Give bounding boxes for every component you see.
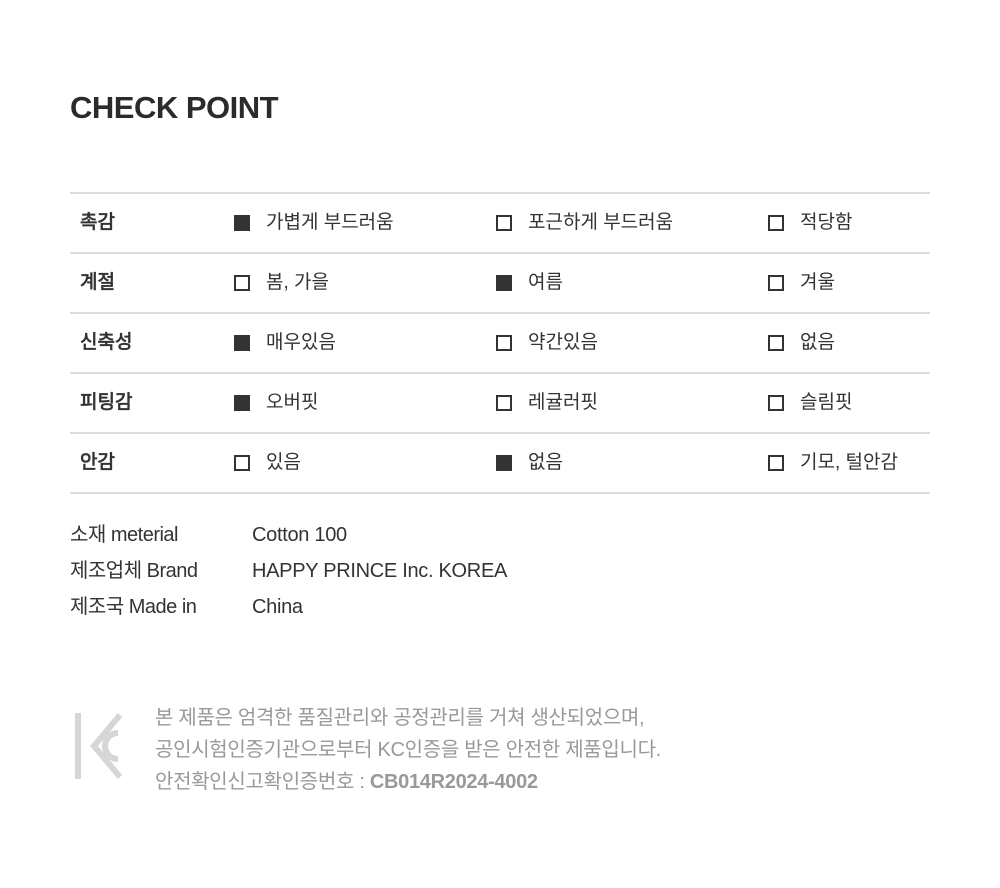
unchecked-checkbox-icon bbox=[768, 455, 784, 471]
cert-label: 안전확인신고확인증번호 : bbox=[155, 771, 370, 793]
unchecked-checkbox-icon bbox=[496, 215, 512, 231]
cert-number: CB014R2024-4002 bbox=[369, 771, 538, 793]
check-row: 안감 있음 없음 기모, 털안감 bbox=[70, 434, 930, 494]
unchecked-checkbox-icon bbox=[496, 395, 512, 411]
row-label: 피팅감 bbox=[80, 392, 133, 413]
option-label: 슬림핏 bbox=[800, 392, 853, 413]
option-label: 없음 bbox=[800, 332, 835, 353]
option: 기모, 털안감 bbox=[768, 434, 898, 492]
product-info: 소재 meterial Cotton 100 제조업체 Brand HAPPY PRI… bbox=[70, 520, 670, 628]
info-row: 제조업체 Brand HAPPY PRINCE Inc. KOREA bbox=[70, 556, 670, 592]
option-label: 포근하게 부드러움 bbox=[528, 212, 674, 233]
kc-notice: 본 제품은 엄격한 품질관리와 공정관리를 거쳐 생산되었으며, 공인시험인증기… bbox=[155, 702, 661, 798]
page-title: CHECK POINT bbox=[70, 90, 279, 125]
option: 겨울 bbox=[768, 254, 835, 312]
check-row: 신축성 매우있음 약간있음 없음 bbox=[70, 314, 930, 374]
info-row: 소재 meterial Cotton 100 bbox=[70, 520, 670, 556]
option-label: 없음 bbox=[528, 452, 563, 473]
checked-checkbox-icon bbox=[234, 215, 250, 231]
check-row: 피팅감 오버핏 레귤러핏 슬림핏 bbox=[70, 374, 930, 434]
option-label: 레귤러핏 bbox=[528, 392, 598, 413]
option-label: 여름 bbox=[528, 272, 563, 293]
unchecked-checkbox-icon bbox=[234, 455, 250, 471]
option: 매우있음 bbox=[234, 314, 336, 372]
checked-checkbox-icon bbox=[496, 275, 512, 291]
check-row: 계절 봄, 가을 여름 겨울 bbox=[70, 254, 930, 314]
info-row: 제조국 Made in China bbox=[70, 592, 670, 628]
option: 없음 bbox=[496, 434, 563, 492]
option: 있음 bbox=[234, 434, 301, 492]
unchecked-checkbox-icon bbox=[768, 395, 784, 411]
row-label: 촉감 bbox=[80, 212, 115, 233]
row-label: 안감 bbox=[80, 452, 115, 473]
unchecked-checkbox-icon bbox=[768, 275, 784, 291]
info-value: Cotton 100 bbox=[252, 524, 347, 546]
option-label: 매우있음 bbox=[266, 332, 336, 353]
info-label: 소재 meterial bbox=[70, 524, 179, 546]
row-label: 신축성 bbox=[80, 332, 133, 353]
option: 적당함 bbox=[768, 194, 852, 252]
unchecked-checkbox-icon bbox=[768, 215, 784, 231]
info-value: China bbox=[252, 596, 303, 618]
option-label: 가볍게 부드러움 bbox=[266, 212, 394, 233]
option: 가볍게 부드러움 bbox=[234, 194, 394, 252]
checked-checkbox-icon bbox=[234, 395, 250, 411]
notice-line-2: 공인시험인증기관으로부터 KC인증을 받은 안전한 제품입니다. bbox=[155, 739, 661, 761]
unchecked-checkbox-icon bbox=[234, 275, 250, 291]
option-label: 약간있음 bbox=[528, 332, 598, 353]
row-label: 계절 bbox=[80, 272, 115, 293]
info-label: 제조국 Made in bbox=[70, 596, 197, 618]
info-label: 제조업체 Brand bbox=[70, 560, 198, 582]
option: 없음 bbox=[768, 314, 835, 372]
option: 여름 bbox=[496, 254, 563, 312]
option: 봄, 가을 bbox=[234, 254, 329, 312]
option-label: 기모, 털안감 bbox=[800, 452, 898, 473]
check-row: 촉감 가볍게 부드러움 포근하게 부드러움 적당함 bbox=[70, 194, 930, 254]
option-label: 적당함 bbox=[800, 212, 853, 233]
cert-line: 안전확인신고확인증번호 : CB014R2024-4002 bbox=[155, 766, 661, 798]
option-label: 봄, 가을 bbox=[266, 272, 329, 293]
option-label: 겨울 bbox=[800, 272, 835, 293]
notice-line-1: 본 제품은 엄격한 품질관리와 공정관리를 거쳐 생산되었으며, bbox=[155, 707, 645, 729]
option: 레귤러핏 bbox=[496, 374, 598, 432]
kc-logo-icon bbox=[75, 713, 122, 779]
info-value: HAPPY PRINCE Inc. KOREA bbox=[252, 560, 508, 582]
option: 포근하게 부드러움 bbox=[496, 194, 673, 252]
option-label: 있음 bbox=[266, 452, 301, 473]
checked-checkbox-icon bbox=[496, 455, 512, 471]
unchecked-checkbox-icon bbox=[768, 335, 784, 351]
option: 약간있음 bbox=[496, 314, 598, 372]
checked-checkbox-icon bbox=[234, 335, 250, 351]
option: 오버핏 bbox=[234, 374, 318, 432]
option-label: 오버핏 bbox=[266, 392, 319, 413]
unchecked-checkbox-icon bbox=[496, 335, 512, 351]
option: 슬림핏 bbox=[768, 374, 852, 432]
